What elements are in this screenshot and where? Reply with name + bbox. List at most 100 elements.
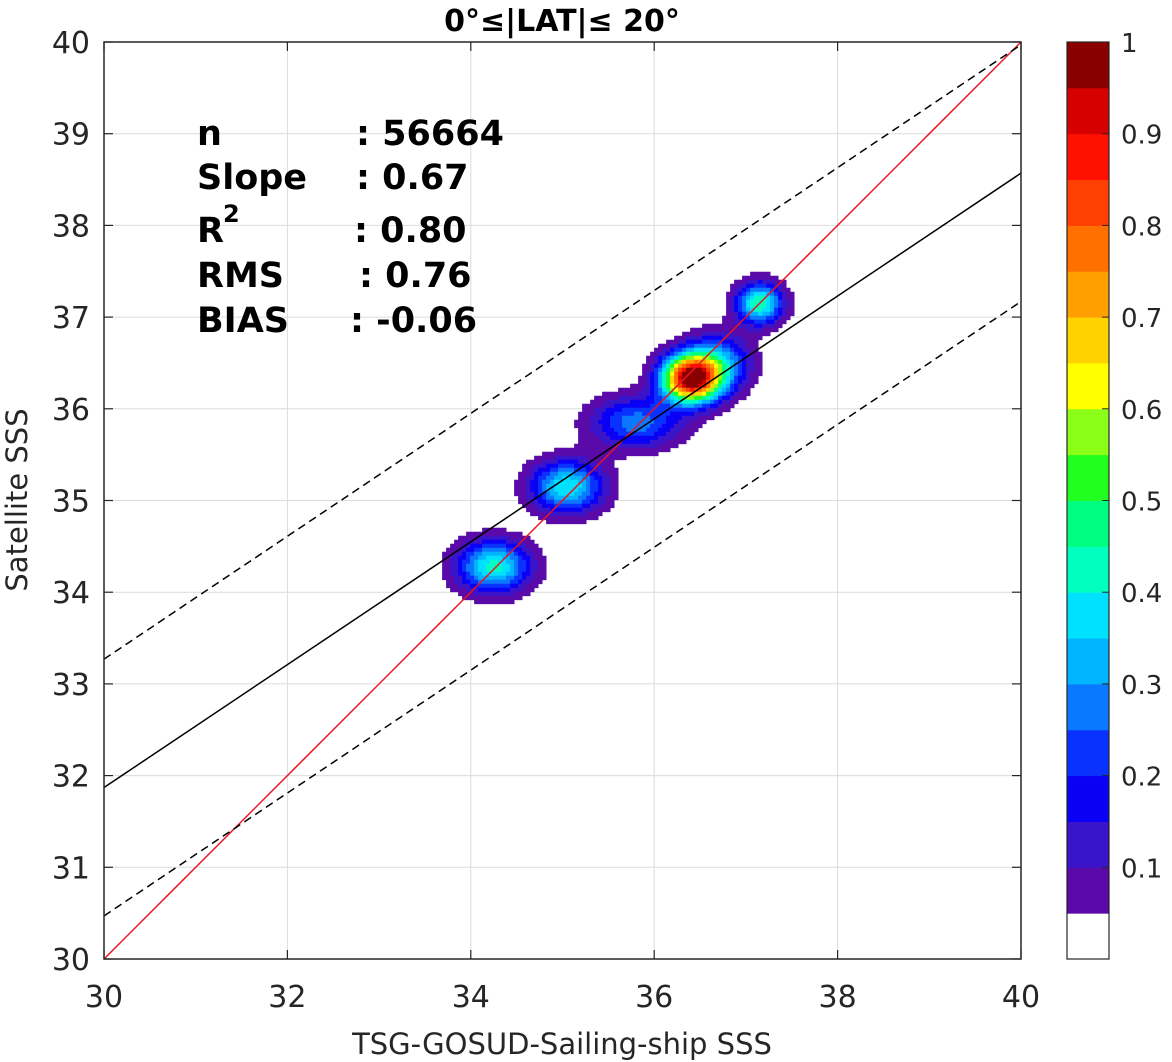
density-cell [454, 547, 459, 553]
density-cell [754, 359, 759, 365]
density-cell [518, 563, 523, 569]
density-cell [490, 579, 495, 585]
density-cell [734, 363, 739, 369]
density-cell [710, 403, 715, 409]
stat-rms-value: : 0.76 [359, 256, 472, 296]
density-cell [718, 351, 723, 357]
density-cell [490, 587, 495, 593]
density-cell [478, 551, 483, 557]
density-cell [502, 547, 507, 553]
density-cell [746, 319, 751, 325]
density-cell [622, 447, 627, 453]
density-cell [570, 475, 575, 481]
density-cell [778, 283, 783, 289]
density-cell [542, 495, 547, 501]
density-cell [734, 295, 739, 301]
density-cell [698, 363, 703, 369]
density-cell [494, 531, 499, 537]
density-cell [742, 299, 747, 305]
density-cell [678, 363, 683, 369]
density-cell [486, 563, 491, 569]
density-cell [698, 331, 703, 337]
density-cell [674, 355, 679, 361]
density-cell [542, 471, 547, 477]
density-cell [730, 347, 735, 353]
density-cell [610, 399, 615, 405]
density-cell [790, 303, 795, 309]
density-cell [594, 495, 599, 501]
density-cell [698, 395, 703, 401]
density-cell [738, 339, 743, 345]
density-cell [714, 355, 719, 361]
density-cell [714, 331, 719, 337]
density-cell [758, 323, 763, 329]
density-cell [462, 563, 467, 569]
density-cell [754, 343, 759, 349]
density-cell [474, 595, 479, 601]
density-cell [482, 555, 487, 561]
density-cell [646, 415, 651, 421]
density-cell [682, 343, 687, 349]
density-cell [738, 299, 743, 305]
density-cell [606, 455, 611, 461]
density-cell [766, 279, 771, 285]
y-tick-label: 37 [52, 301, 90, 336]
density-cell [718, 383, 723, 389]
density-cell [510, 555, 515, 561]
density-cell [598, 431, 603, 437]
density-cell [470, 575, 475, 581]
density-cell [558, 447, 563, 453]
density-cell [754, 279, 759, 285]
density-cell [602, 499, 607, 505]
density-cell [582, 439, 587, 445]
density-cell [590, 463, 595, 469]
density-cell [714, 351, 719, 357]
density-cell [686, 359, 691, 365]
density-cell [578, 507, 583, 513]
density-cell [662, 423, 667, 429]
density-cell [742, 347, 747, 353]
density-cell [610, 435, 615, 441]
density-cell [630, 383, 635, 389]
density-cell [762, 275, 767, 281]
density-cell [514, 575, 519, 581]
colorbar: 0.10.20.30.40.50.60.70.80.91 [1066, 29, 1162, 960]
density-cell [510, 543, 515, 549]
density-cell [554, 491, 559, 497]
density-cell [454, 587, 459, 593]
density-cell [578, 475, 583, 481]
density-cell [578, 467, 583, 473]
density-cell [786, 307, 791, 313]
density-cell [646, 383, 651, 389]
density-cell [654, 419, 659, 425]
density-cell [618, 427, 623, 433]
density-cell [650, 439, 655, 445]
density-cell [562, 483, 567, 489]
density-cell [502, 583, 507, 589]
density-cell [666, 351, 671, 357]
density-cell [606, 427, 611, 433]
density-cell [586, 419, 591, 425]
density-cell [474, 531, 479, 537]
density-cell [674, 391, 679, 397]
density-cell [734, 355, 739, 361]
density-cell [502, 551, 507, 557]
density-cell [522, 551, 527, 557]
density-cell [706, 331, 711, 337]
density-cell [702, 379, 707, 385]
density-cell [754, 307, 759, 313]
density-cell [602, 399, 607, 405]
density-cell [554, 483, 559, 489]
density-cell [582, 483, 587, 489]
density-cell [470, 547, 475, 553]
density-cell [526, 535, 531, 541]
density-cell [446, 575, 451, 581]
density-cell [634, 383, 639, 389]
density-cell [726, 335, 731, 341]
density-cell [582, 519, 587, 525]
density-cell [538, 551, 543, 557]
line-one-to-one [104, 42, 1021, 959]
density-cell [722, 379, 727, 385]
density-cell [534, 583, 539, 589]
density-cell [618, 395, 623, 401]
